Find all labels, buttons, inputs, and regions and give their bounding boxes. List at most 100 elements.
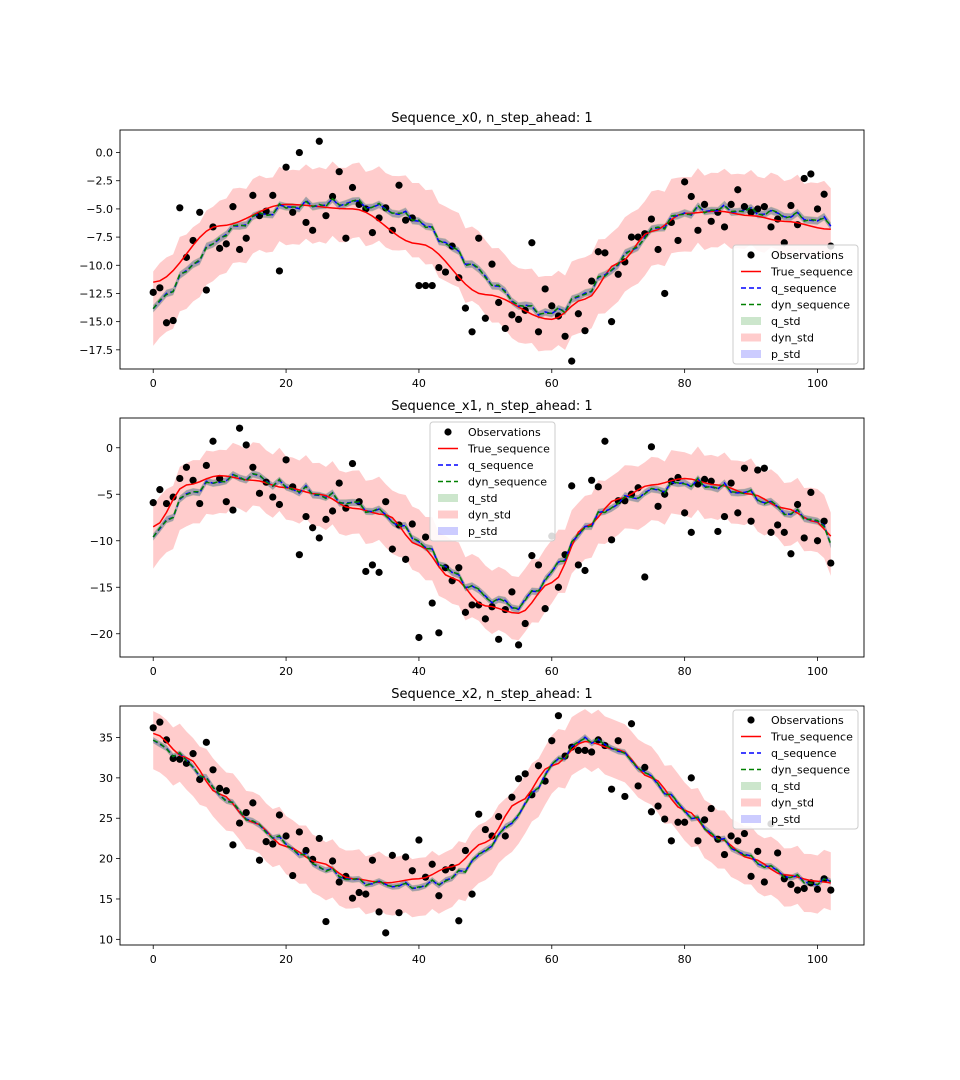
observation-point (368, 856, 377, 864)
observation-point (793, 500, 802, 509)
x-tick-label: 0 (150, 377, 157, 390)
observation-point (375, 908, 383, 916)
observation-point (588, 476, 596, 484)
observation-point (435, 892, 443, 900)
observation-point (674, 818, 682, 826)
legend-label: q_sequence (771, 282, 837, 295)
x-tick-label: 80 (678, 665, 692, 678)
observation-point (508, 793, 516, 801)
y-tick-label: 35 (99, 731, 113, 744)
observation-point (787, 201, 795, 210)
observation-point (727, 832, 735, 840)
observation-point (614, 737, 622, 745)
p-std-band (153, 470, 831, 613)
observation-point (774, 521, 782, 529)
observation-point (249, 463, 257, 471)
legend-label: p_std (771, 348, 801, 361)
legend-label: True_sequence (467, 443, 550, 456)
legend-label: Observations (468, 426, 541, 439)
observation-point (335, 479, 343, 487)
observation-point (475, 234, 483, 242)
legend: Observations True_sequence q_sequence dyn_s… (429, 421, 556, 542)
observation-point (315, 834, 323, 843)
y-tick-label: 10 (99, 933, 113, 946)
observation-point (607, 318, 616, 326)
plot-area (149, 424, 835, 649)
observation-point (315, 137, 323, 145)
observation-point (249, 799, 257, 807)
observation-point (694, 837, 702, 845)
legend-label: dyn_sequence (468, 476, 547, 489)
observation-point (714, 527, 722, 536)
observation-point (720, 850, 729, 859)
y-tick-label: 0.0 (96, 147, 114, 160)
observation-point (382, 929, 390, 937)
observation-point (468, 890, 476, 898)
observation-point (740, 203, 749, 211)
observation-point (647, 808, 656, 816)
observation-point (541, 285, 549, 293)
observation-point (262, 838, 270, 846)
x-tick-label: 100 (807, 377, 828, 390)
observation-point (714, 208, 722, 216)
observation-point (189, 750, 197, 758)
observation-point (196, 775, 204, 784)
observation-point (402, 555, 410, 563)
x-tick-label: 20 (279, 377, 293, 390)
observation-point (428, 599, 436, 607)
y-tick-label: −15 (90, 581, 113, 594)
observation-point (754, 466, 762, 474)
observation-point (687, 528, 695, 536)
observation-point (395, 909, 403, 917)
observation-point (156, 718, 164, 726)
legend-box (732, 709, 859, 830)
legend-label: dyn_std (771, 332, 814, 345)
observation-point (202, 461, 210, 470)
observation-point (588, 748, 596, 756)
legend-patch (438, 510, 458, 519)
observation-point (202, 738, 210, 746)
observation-point (508, 311, 516, 319)
x-tick-label: 20 (279, 953, 293, 966)
legend-box (429, 421, 556, 542)
observation-point (488, 260, 496, 268)
observation-point (581, 566, 589, 575)
observation-point (827, 559, 835, 567)
observation-point (222, 787, 230, 795)
observation-point (216, 784, 224, 792)
observation-point (727, 479, 735, 487)
observation-point (302, 218, 310, 227)
legend: Observations True_sequence q_sequence dyn_s… (732, 244, 859, 365)
observation-point (335, 878, 343, 886)
observation-point (495, 298, 503, 307)
observation-point (169, 754, 177, 763)
y-tick-label: −5.0 (86, 203, 113, 216)
observation-point (362, 890, 370, 898)
observation-point (661, 815, 669, 823)
observation-point (408, 867, 416, 875)
legend-marker-observations (747, 251, 755, 259)
observation-point (328, 507, 337, 515)
observation-point (601, 249, 609, 257)
observation-point (388, 851, 396, 859)
observation-point (588, 277, 596, 285)
observation-point (554, 583, 563, 591)
legend-marker-observations (747, 716, 755, 724)
observation-point (568, 482, 576, 490)
observation-point (176, 755, 184, 763)
observation-point (767, 528, 775, 536)
observation-point (269, 493, 277, 501)
x-tick-label: 0 (150, 665, 157, 678)
observation-point (481, 825, 489, 834)
observation-point (641, 573, 649, 581)
observation-point (156, 284, 164, 292)
observation-point (468, 328, 476, 336)
observation-point (621, 792, 629, 801)
observation-point (514, 315, 523, 323)
legend-label: dyn_sequence (771, 299, 850, 312)
observation-point (328, 192, 337, 201)
observation-point (322, 212, 330, 220)
x-tick-label: 40 (412, 377, 426, 390)
observation-point (807, 170, 815, 178)
observation-point (362, 567, 370, 576)
